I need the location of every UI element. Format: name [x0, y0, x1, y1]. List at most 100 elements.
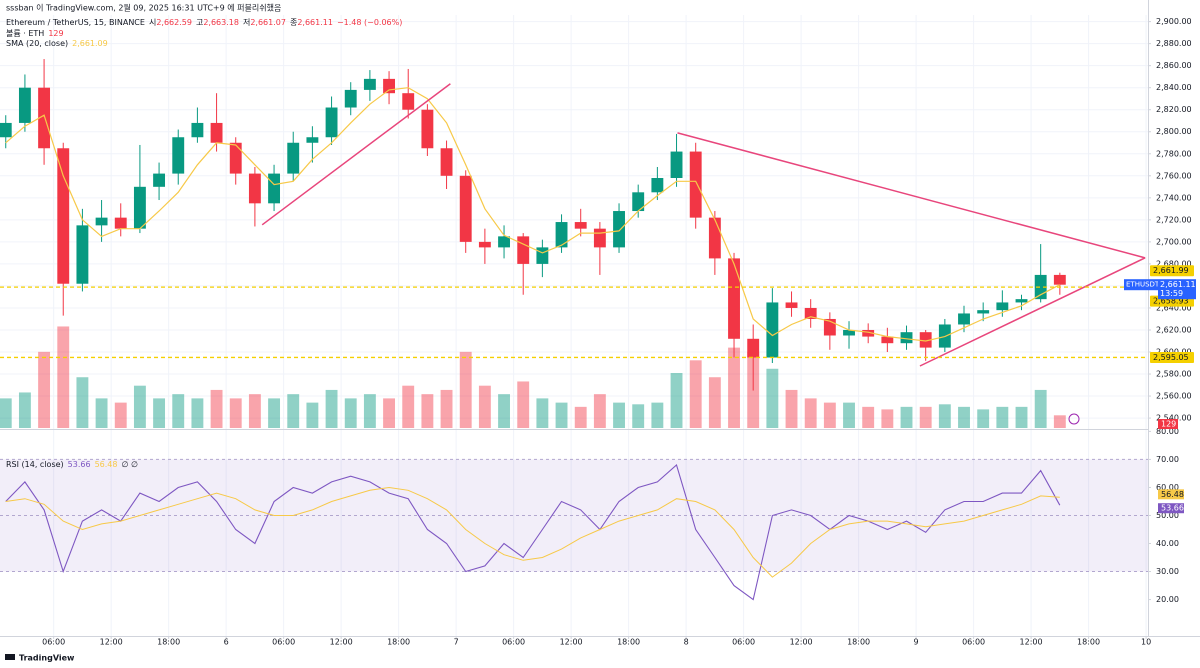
y-tick-label: 2,880.00	[1156, 39, 1192, 48]
readout-key: 종	[290, 18, 297, 27]
volume-bar	[613, 402, 625, 428]
volume-name: 볼륨 · ETH	[6, 28, 44, 38]
alert-icon[interactable]	[1068, 413, 1080, 425]
candle-body	[900, 332, 913, 344]
volume-bar	[823, 402, 836, 428]
x-tick-label: 7	[454, 638, 459, 647]
trendline	[677, 132, 1146, 259]
candle-body	[153, 173, 166, 187]
volume-bar	[95, 398, 108, 428]
readout-key: 시	[149, 18, 156, 27]
x-tick-label: 06:00	[42, 638, 65, 647]
volume-bar	[881, 409, 894, 428]
x-tick-label: 06:00	[272, 638, 295, 647]
candle-body	[593, 228, 606, 248]
y-tick-label: 20.00	[1156, 595, 1179, 604]
x-tick-label: 18:00	[157, 638, 180, 647]
candle-body	[76, 225, 89, 284]
x-tick-label: 12:00	[1020, 638, 1043, 647]
published-note: sssban 이 TradingView.com, 2월 09, 2025 16…	[6, 3, 281, 13]
candle-body	[191, 122, 204, 138]
volume-bar	[900, 406, 913, 428]
candle-body	[958, 313, 970, 325]
candle-body	[402, 93, 415, 110]
candle-body	[38, 87, 51, 149]
y-tick-label: 2,760.00	[1156, 171, 1192, 180]
x-tick-label: 12:00	[330, 638, 353, 647]
candle-body	[574, 222, 587, 229]
x-tick-label: 12:00	[100, 638, 123, 647]
candle-body	[248, 173, 261, 204]
y-tick-label: 40.00	[1156, 539, 1179, 548]
x-tick-label: 18:00	[1077, 638, 1100, 647]
volume-bar	[114, 402, 127, 428]
x-tick-label: 18:00	[847, 638, 870, 647]
symbol-title: Ethereum / TetherUS, 15, BINANCE	[6, 18, 145, 27]
y-tick-label: 2,820.00	[1156, 105, 1192, 114]
volume-bar	[843, 402, 855, 428]
readout-change: −1.48 (−0.06%)	[337, 18, 402, 27]
sma-name: SMA (20, close)	[6, 39, 68, 48]
volume-bar	[574, 406, 587, 428]
y-tick-label: 2,740.00	[1156, 193, 1192, 202]
rsi-readout: 53.66	[68, 460, 91, 469]
candle-body	[210, 122, 223, 143]
volume-bar	[728, 347, 740, 428]
candle-body	[881, 336, 894, 344]
candle-body	[670, 151, 683, 178]
volume-bar	[172, 394, 185, 428]
readout-value: 2,661.07	[250, 18, 286, 27]
y-tick-label: 2,640.00	[1156, 303, 1192, 312]
rsi-value-box	[1158, 503, 1184, 514]
x-tick-label: 8	[684, 638, 689, 647]
volume-bar	[689, 360, 702, 428]
volume-bar	[958, 406, 970, 428]
candle-body	[0, 122, 12, 138]
volume-bar	[325, 389, 338, 428]
volume-bar	[1034, 389, 1047, 428]
last-price-box	[1158, 279, 1196, 300]
volume-bar	[708, 377, 721, 428]
sma-line	[5, 87, 1061, 342]
candle-body	[919, 332, 932, 348]
y-tick-label: 2,620.00	[1156, 325, 1192, 334]
volume-bar	[593, 394, 606, 428]
candle-body	[18, 87, 31, 123]
candle-body	[133, 186, 146, 229]
rsi-value-box	[1158, 489, 1184, 500]
y-tick-label: 2,840.00	[1156, 83, 1192, 92]
last-price-symbol-box	[1124, 279, 1158, 291]
candle-body	[363, 78, 376, 90]
volume-bar	[498, 394, 510, 428]
candle-body	[843, 329, 855, 336]
candle-body	[536, 247, 549, 264]
legend: SMA (20, close) 2,661.09	[6, 39, 108, 48]
candle-body	[344, 89, 357, 108]
x-tick-label: 10	[1141, 638, 1151, 647]
x-tick-label: 9	[914, 638, 919, 647]
last-price-symbol: ETHUSDT	[1126, 281, 1160, 289]
rsi-value-label: 56.48	[1161, 490, 1184, 499]
volume-bar	[670, 373, 683, 428]
candle-body	[804, 307, 817, 319]
candle-body	[325, 107, 338, 138]
candle-body	[268, 173, 281, 204]
volume-bar	[248, 394, 261, 428]
y-tick-label: 2,800.00	[1156, 127, 1192, 136]
logo	[5, 654, 15, 660]
volume-bar	[785, 389, 798, 428]
x-tick-label: 06:00	[962, 638, 985, 647]
candle-body	[613, 211, 625, 248]
y-tick-label: 70.00	[1156, 455, 1179, 464]
level-label: 2,661.99	[1153, 266, 1189, 275]
volume-bar	[229, 398, 242, 428]
readout-value: 2,661.11	[297, 18, 333, 27]
trendline	[919, 257, 1146, 367]
footer-brand: TradingView	[19, 654, 75, 663]
x-tick-label: 6	[224, 638, 229, 647]
candle-body	[766, 302, 779, 358]
candle-body	[287, 142, 300, 174]
candle-body	[229, 142, 242, 174]
